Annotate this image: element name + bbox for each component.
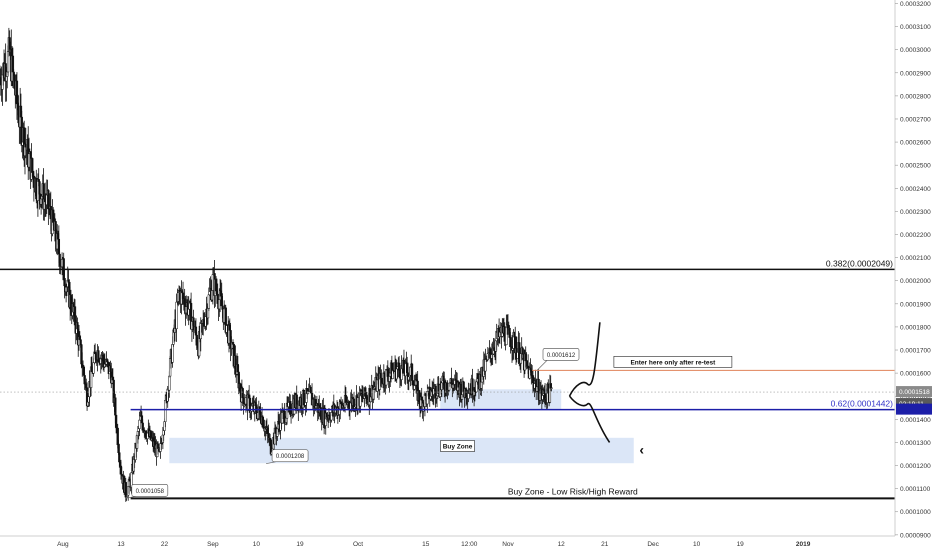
fib-062-label: 0.62(0.0001442) bbox=[831, 399, 894, 409]
time-tick-label: Nov bbox=[502, 541, 514, 548]
callout-label: 0.0001612 bbox=[547, 353, 576, 359]
price-tick-label: 0.0001100 bbox=[900, 486, 931, 493]
price-tick-label: 0.0002200 bbox=[900, 232, 931, 239]
candle-body bbox=[138, 419, 141, 429]
price-tick-label: 0.0001300 bbox=[900, 440, 931, 447]
last-price-tag bbox=[896, 386, 932, 398]
time-tick-label: 13 bbox=[117, 541, 125, 548]
time-tick-label: Dec bbox=[647, 541, 659, 548]
buy-zone-label: Buy Zone bbox=[443, 444, 473, 451]
price-tick-label: 0.0000900 bbox=[900, 532, 931, 539]
candle-body bbox=[79, 339, 82, 345]
zones-layer bbox=[169, 389, 634, 464]
scenario-down-curve bbox=[568, 395, 611, 443]
time-tick-label: 19 bbox=[296, 541, 304, 548]
time-tick-label: 10 bbox=[693, 541, 701, 548]
time-tick-label: 12 bbox=[558, 541, 566, 548]
price-tick-label: 0.0003000 bbox=[900, 47, 931, 54]
annotations-layer: 0.0001058 0.0001208 0.0001612 Buy Zone ‹ Ente… bbox=[125, 322, 733, 499]
candle-body bbox=[207, 294, 210, 309]
price-tick-label: 0.0002400 bbox=[900, 186, 931, 193]
candle-body bbox=[175, 301, 178, 329]
price-tick-label: 0.0002500 bbox=[900, 163, 931, 170]
note-label: Enter here only after re-test bbox=[630, 359, 716, 366]
candle-body bbox=[526, 365, 530, 369]
price-tick-label: 0.0003200 bbox=[900, 1, 931, 8]
chevron-left-icon: ‹ bbox=[639, 442, 644, 458]
time-axis[interactable]: Aug 13 22 Sep 10 19 Oct 15 12:00 Nov 12 21 Dec 10 19 20… bbox=[0, 535, 895, 548]
levels-layer: 0.382(0.0002049) 0.62(0.0001442) Buy Zone … bbox=[0, 258, 895, 500]
candles-layer bbox=[0, 27, 553, 502]
price-tick-label: 0.0002100 bbox=[900, 255, 931, 262]
upper-zone bbox=[440, 389, 562, 411]
time-tick-label: Oct bbox=[353, 541, 363, 548]
price-tick-label: 0.0002600 bbox=[900, 140, 931, 147]
callout-label: 0.0001208 bbox=[276, 454, 305, 460]
time-tick-label: 22 bbox=[161, 541, 169, 548]
fib-062-price-tag bbox=[896, 403, 932, 415]
buy-zone bbox=[169, 437, 634, 464]
time-tick-label: 2019 bbox=[796, 541, 811, 548]
buy-zone-label-box bbox=[440, 440, 475, 452]
price-tick-label: 0.0002900 bbox=[900, 70, 931, 77]
price-tick-label: 0.0001500 bbox=[900, 394, 931, 401]
callout-box bbox=[131, 483, 169, 497]
price-tick-label: 0.0001000 bbox=[900, 509, 931, 516]
price-tick-label: 0.0001600 bbox=[900, 371, 931, 378]
price-tick-label: 0.0001900 bbox=[900, 301, 931, 308]
price-tick-label: 0.0001400 bbox=[900, 417, 931, 424]
candle-body bbox=[241, 388, 244, 399]
scenario-up-curve bbox=[568, 322, 601, 397]
candle-body bbox=[164, 399, 167, 422]
price-tick-label: 0.0003100 bbox=[900, 24, 931, 31]
countdown-tag bbox=[896, 398, 932, 410]
price-axis[interactable]: 0.0003200 0.0003100 0.0003000 0.0002900 0.00… bbox=[894, 0, 932, 539]
time-tick-label: 10 bbox=[253, 541, 261, 548]
price-tick-label: 0.0002700 bbox=[900, 116, 931, 123]
candle-body bbox=[231, 342, 235, 345]
support-label: Buy Zone - Low Risk/High Reward bbox=[508, 486, 638, 496]
callout-box bbox=[542, 347, 580, 361]
callout-pointer bbox=[536, 360, 548, 371]
price-tick-label: 0.0002300 bbox=[900, 209, 931, 216]
callout-label: 0.0001058 bbox=[136, 489, 165, 495]
callout-box bbox=[271, 449, 309, 463]
candle-body bbox=[171, 344, 174, 363]
time-tick-label: 21 bbox=[601, 541, 609, 548]
time-tick-label: 19 bbox=[737, 541, 745, 548]
time-tick-label: Sep bbox=[207, 541, 219, 548]
price-tick-label: 0.0001800 bbox=[900, 324, 931, 331]
candle-body bbox=[550, 387, 553, 389]
note-box bbox=[613, 356, 733, 368]
candle-body bbox=[168, 375, 171, 391]
candle-body bbox=[467, 393, 470, 399]
price-tick-label: 0.0002800 bbox=[900, 93, 931, 100]
time-tick-label: Aug bbox=[57, 541, 69, 548]
price-tick-label: 0.0002000 bbox=[900, 278, 931, 285]
time-tick-label: 15 bbox=[422, 541, 430, 548]
candle-body bbox=[38, 181, 41, 195]
candle-body bbox=[31, 158, 34, 173]
fib-0382-label: 0.382(0.0002049) bbox=[826, 258, 893, 268]
last-price-label: 0.0001518 bbox=[899, 389, 930, 396]
price-tick-label: 0.0001200 bbox=[900, 463, 931, 470]
price-tick-label: 0.0001700 bbox=[900, 348, 931, 355]
time-tick-label: 12:00 bbox=[461, 541, 478, 548]
candle-body bbox=[397, 362, 401, 370]
